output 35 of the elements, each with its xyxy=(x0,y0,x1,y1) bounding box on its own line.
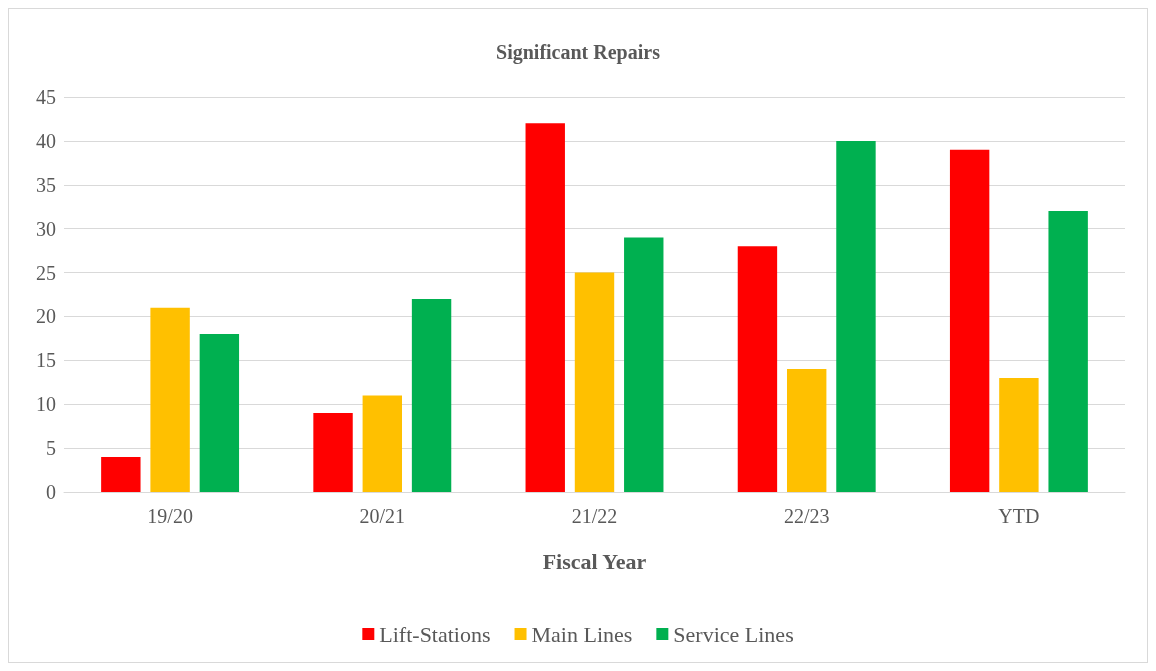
bar xyxy=(737,246,778,492)
bar xyxy=(525,123,565,492)
legend-label: Main Lines xyxy=(531,621,633,647)
x-axis-title: Fiscal Year xyxy=(542,548,647,574)
bar xyxy=(411,298,452,492)
y-tick-label: 0 xyxy=(46,481,56,503)
bar xyxy=(787,369,827,492)
bar xyxy=(624,237,664,492)
y-tick-label: 15 xyxy=(36,349,56,372)
chart-title: Significant Repairs xyxy=(496,41,661,64)
y-tick-label: 45 xyxy=(36,86,56,108)
legend-label: Service Lines xyxy=(673,621,794,647)
y-tick-label: 5 xyxy=(46,437,56,460)
bar xyxy=(836,140,876,492)
y-tick-label: 10 xyxy=(36,393,56,416)
y-tick-label: 35 xyxy=(36,173,56,196)
x-tick-label: 19/20 xyxy=(147,505,193,527)
bar xyxy=(1048,211,1088,492)
legend-label: Lift-Stations xyxy=(379,621,491,647)
x-tick-label: YTD xyxy=(998,505,1040,527)
x-tick-label: 20/21 xyxy=(359,505,406,527)
x-tick-label: 21/22 xyxy=(571,505,618,527)
x-tick-label: 22/23 xyxy=(783,505,830,527)
bar xyxy=(150,307,190,492)
bar xyxy=(949,149,990,492)
y-tick-label: 20 xyxy=(36,305,56,328)
bar xyxy=(313,413,353,492)
y-tick-label: 40 xyxy=(36,129,56,152)
bar xyxy=(101,456,141,492)
y-tick-label: 30 xyxy=(36,217,56,240)
bar xyxy=(574,272,615,492)
bar xyxy=(999,377,1039,492)
bar xyxy=(199,334,240,492)
bar xyxy=(362,395,402,492)
y-tick-label: 25 xyxy=(36,261,56,284)
